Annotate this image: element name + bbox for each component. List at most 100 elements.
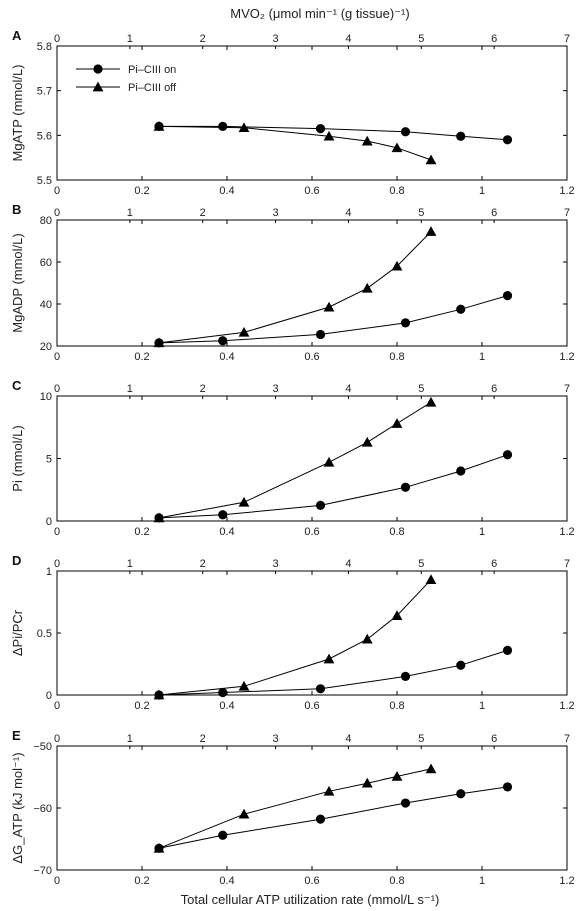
data-point <box>218 830 228 840</box>
x-tick-label: 0.8 <box>389 526 404 538</box>
plot-frame <box>56 219 568 347</box>
data-point <box>400 671 411 682</box>
x2-tick-label: 6 <box>491 33 497 45</box>
x-tick-label: 0.8 <box>389 185 404 197</box>
data-point <box>391 142 403 153</box>
x2-tick-label: 2 <box>200 207 206 219</box>
x-tick-label: 0.8 <box>389 351 404 363</box>
data-point <box>502 782 513 792</box>
x-tick-label: 0.6 <box>304 875 319 887</box>
data-point <box>315 684 326 694</box>
bottom-axis-label: Total cellular ATP utilization rate (mmo… <box>181 892 440 907</box>
legend: Pi–CIII on Pi–CIII off <box>76 64 177 94</box>
y-axis-label: MgADP (mmol/L) <box>10 233 25 332</box>
data-point <box>323 130 335 141</box>
series-off <box>153 763 437 853</box>
x2-tick-label: 4 <box>345 383 351 395</box>
x-tick-label: 0 <box>54 526 60 538</box>
y-tick-label: −70 <box>33 865 52 877</box>
x2-tick-label: 5 <box>418 733 424 745</box>
series-line <box>158 786 508 849</box>
y-tick-label: 0.5 <box>37 628 52 640</box>
x-tick-label: 0.8 <box>389 875 404 887</box>
y-tick-label: 40 <box>40 299 52 311</box>
panel-e: E 0 0.2 0.4 0.6 0.8 1 1.2 0 1 2 3 4 5 6 7 −70 −60 −50 ΔG_AT… <box>10 728 575 887</box>
data-point <box>315 500 326 510</box>
x-tick-label: 0.6 <box>304 526 319 538</box>
panel-c: C 0 0.2 0.4 0.6 0.8 1 1.2 0 1 2 3 4 5 6 7 0 5 10 Pi (mmol/L… <box>10 378 575 538</box>
panel-letter: A <box>12 28 22 43</box>
x-tick-label: 0.8 <box>389 700 404 712</box>
series-on <box>154 645 513 700</box>
x2-tick-label: 0 <box>54 33 60 45</box>
series-line <box>158 649 508 696</box>
y-tick-label: −60 <box>33 803 52 815</box>
x2-tick-label: 1 <box>127 207 133 219</box>
data-point <box>238 808 250 819</box>
x2-tick-label: 3 <box>273 383 279 395</box>
y-tick-label: 10 <box>40 391 52 403</box>
x2-tick-label: 7 <box>564 383 570 395</box>
y-tick-label: 20 <box>40 341 52 353</box>
x2-tick-label: 5 <box>418 33 424 45</box>
y-tick-label: 0 <box>46 690 52 702</box>
x-tick-label: 0 <box>54 351 60 363</box>
legend-label: Pi–CIII on <box>128 64 176 76</box>
x2-tick-label: 1 <box>127 733 133 745</box>
y-axis-label: Pi (mmol/L) <box>10 425 25 491</box>
x2-tick-label: 4 <box>345 558 351 570</box>
x-tick-label: 1 <box>479 875 485 887</box>
data-point <box>218 510 228 520</box>
x2-tick-label: 0 <box>54 383 60 395</box>
y-axis-label: ΔG_ATP (kJ mol⁻¹) <box>10 752 25 863</box>
x-tick-label: 0.4 <box>219 351 234 363</box>
data-point <box>315 814 326 824</box>
x2-tick-label: 2 <box>200 33 206 45</box>
series-on <box>154 291 513 348</box>
panel-letter: C <box>12 378 22 393</box>
series-line <box>158 125 432 161</box>
data-point <box>502 450 513 460</box>
y-axis-label: ΔPi/PCr <box>10 609 25 656</box>
x2-tick-label: 7 <box>564 733 570 745</box>
legend-item-on: Pi–CIII on <box>76 64 176 76</box>
data-point <box>218 336 228 346</box>
data-point <box>391 770 403 781</box>
x2-tick-label: 4 <box>345 33 351 45</box>
x-tick-label: 1.2 <box>559 185 574 197</box>
x2-tick-label: 1 <box>127 558 133 570</box>
x-tick-label: 0.2 <box>134 351 149 363</box>
x-tick-label: 1.2 <box>559 700 574 712</box>
data-point <box>425 763 437 774</box>
panel-b: B 0 0.2 0.4 0.6 0.8 1 1.2 0 1 2 3 4 5 6 7 20 40 60 80 MgADP … <box>10 202 575 363</box>
series-line <box>159 125 508 141</box>
y-tick-label: 5.5 <box>37 175 52 187</box>
data-point <box>400 798 411 808</box>
x2-tick-label: 5 <box>418 558 424 570</box>
x-tick-label: 0.4 <box>219 526 234 538</box>
x2-tick-label: 7 <box>564 33 570 45</box>
data-point <box>238 496 250 507</box>
data-point <box>456 304 466 314</box>
data-point <box>391 610 403 620</box>
x2-tick-label: 2 <box>200 383 206 395</box>
plot-frame <box>56 745 568 871</box>
data-point <box>238 326 250 337</box>
top-axis-label: MVO₂ (μmol min⁻¹ (g tissue)⁻¹) <box>230 6 409 21</box>
data-point <box>502 645 513 655</box>
x-tick-label: 0.2 <box>134 875 149 887</box>
data-point <box>456 131 466 141</box>
y-tick-label: 5 <box>46 454 52 466</box>
data-point <box>153 512 165 523</box>
series-line <box>158 454 508 519</box>
legend-item-off: Pi–CIII off <box>76 81 177 94</box>
data-point <box>361 436 373 447</box>
plot-frame <box>56 395 568 522</box>
x-tick-label: 0.2 <box>134 700 149 712</box>
x2-tick-label: 3 <box>273 33 279 45</box>
data-point <box>425 226 437 236</box>
data-point <box>323 301 335 312</box>
data-point <box>425 154 437 165</box>
data-point <box>361 282 373 293</box>
data-point <box>425 574 437 584</box>
